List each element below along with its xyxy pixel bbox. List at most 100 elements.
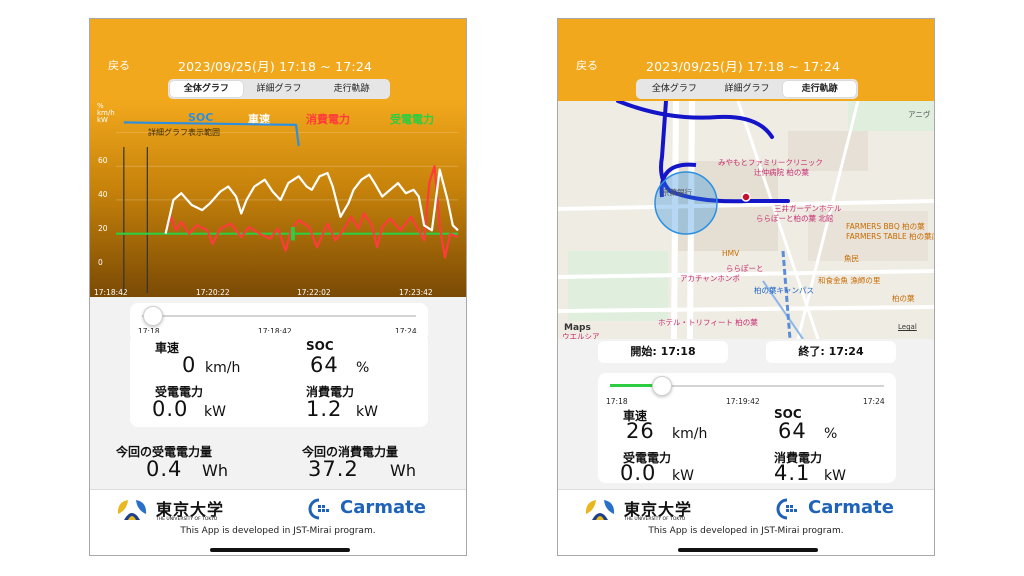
home-indicator bbox=[210, 548, 350, 552]
received-power-unit: kW bbox=[672, 468, 694, 484]
map-poi: ホテル・トリフィート 柏の葉 bbox=[658, 318, 758, 327]
tab-overall-graph[interactable]: 全体グラフ bbox=[170, 81, 243, 97]
received-power-label: 受電電力 bbox=[623, 451, 672, 465]
total-consumed-value: 37.2 bbox=[308, 457, 359, 481]
company-name: Carmate bbox=[808, 497, 894, 518]
soc-value: 64 bbox=[310, 353, 339, 377]
developer-note: This App is developed in JST-Mirai progr… bbox=[180, 526, 376, 536]
university-ginkgo-logo-icon bbox=[585, 500, 615, 520]
view-segmented-control: 全体グラフ 詳細グラフ 走行軌跡 bbox=[636, 79, 858, 99]
legend-speed: 車速 bbox=[248, 113, 270, 126]
legend-received-power: 受電電力 bbox=[390, 113, 434, 126]
consumed-power-label: 消費電力 bbox=[306, 385, 355, 399]
map-poi: 柏の葉キャンパス bbox=[754, 286, 814, 295]
slider-thumb[interactable] bbox=[142, 306, 163, 326]
total-consumed-label: 今回の消費電力量 bbox=[302, 445, 399, 459]
speed-value: 26 bbox=[626, 419, 655, 443]
map-poi: 京葉銀行 bbox=[662, 188, 692, 197]
tab-detail-graph[interactable]: 詳細グラフ bbox=[256, 84, 302, 94]
total-consumed-unit: Wh bbox=[390, 461, 416, 480]
map-poi: FARMERS BBQ 柏の葉 bbox=[846, 222, 925, 231]
start-time-pill: 開始: 17:18 bbox=[598, 341, 728, 363]
footer: 東京大学 THE UNIVERSITY OF TOKYO Carmate Thi… bbox=[90, 489, 466, 555]
slider-track[interactable] bbox=[610, 385, 884, 387]
series-line-speed bbox=[164, 168, 459, 234]
soc-unit: % bbox=[356, 360, 370, 376]
unit-label-percent: % bbox=[97, 102, 104, 110]
y-tick-label: 40 bbox=[98, 190, 108, 199]
y-tick-label: 60 bbox=[98, 156, 108, 165]
speed-value: 0 bbox=[182, 353, 197, 377]
live-stats-card: 車速 0 km/h SOC 64 % 受電電力 0.0 kW 消費電力 1.2 … bbox=[130, 333, 428, 427]
footer: 東京大学 THE UNIVERSITY OF TOKYO Carmate Thi… bbox=[558, 489, 934, 555]
home-indicator bbox=[678, 548, 818, 552]
slider-thumb[interactable] bbox=[652, 376, 673, 396]
x-tick-label: 17:22:02 bbox=[297, 288, 331, 297]
tab-detail-graph[interactable]: 詳細グラフ bbox=[724, 84, 770, 94]
received-power-value: 0.0 bbox=[152, 397, 189, 421]
carmate-logo-icon bbox=[308, 498, 329, 520]
map-poi: HMV bbox=[722, 249, 740, 258]
total-received-label: 今回の受電電力量 bbox=[116, 445, 213, 459]
back-button[interactable]: 戻る bbox=[576, 59, 598, 72]
app-header: 戻る 2023/09/25(月) 17:18 ~ 17:24 全体グラフ 詳細グ… bbox=[90, 19, 466, 101]
back-button[interactable]: 戻る bbox=[108, 59, 130, 72]
total-received-unit: Wh bbox=[202, 461, 228, 480]
soc-label: SOC bbox=[774, 407, 802, 421]
detail-range-label: 詳細グラフ表示範囲 bbox=[148, 128, 220, 137]
speed-label: 車速 bbox=[155, 341, 180, 355]
map-poi: ららぽーと柏の葉 北館 bbox=[756, 214, 834, 223]
tab-track[interactable]: 走行軌跡 bbox=[333, 84, 370, 94]
map-poi: 辻仲病院 柏の葉 bbox=[754, 168, 809, 177]
speed-label: 車速 bbox=[623, 409, 648, 423]
end-time-pill: 終了: 17:24 bbox=[766, 341, 896, 363]
map-poi: 魚民 bbox=[844, 254, 859, 263]
phone-screen-graph: 戻る 2023/09/25(月) 17:18 ~ 17:24 全体グラフ 詳細グ… bbox=[89, 18, 467, 556]
company-name: Carmate bbox=[340, 497, 426, 518]
legend-consumed-power: 消費電力 bbox=[306, 113, 350, 126]
university-sub: THE UNIVERSITY OF TOKYO bbox=[624, 517, 686, 522]
app-header: 戻る 2023/09/25(月) 17:18 ~ 17:24 全体グラフ 詳細グ… bbox=[558, 19, 934, 101]
date-range-title: 2023/09/25(月) 17:18 ~ 17:24 bbox=[178, 59, 373, 74]
current-position-marker bbox=[654, 171, 718, 235]
unit-label-kmh: km/h bbox=[97, 109, 115, 117]
map-poi: FARMERS TABLE 柏の葉店 bbox=[846, 232, 934, 241]
university-name: 東京大学 bbox=[156, 500, 225, 519]
slider-start-time: 17:18 bbox=[138, 327, 160, 336]
tab-track[interactable]: 走行軌跡 bbox=[783, 81, 857, 97]
y-tick-label: 0 bbox=[98, 258, 103, 267]
series-line-consumed bbox=[164, 165, 459, 259]
slider-current-time: 17:19:42 bbox=[726, 397, 760, 406]
tab-overall-graph[interactable]: 全体グラフ bbox=[651, 84, 697, 94]
x-tick-label: 17:23:42 bbox=[399, 288, 433, 297]
map-poi: アニヴ bbox=[908, 110, 931, 119]
consumed-power-value: 1.2 bbox=[306, 397, 343, 421]
received-power-marker bbox=[290, 226, 295, 241]
map-poi: 柏の葉 bbox=[892, 294, 915, 303]
apple-maps-brand: Maps bbox=[564, 323, 591, 333]
university-name: 東京大学 bbox=[624, 500, 693, 519]
map-poi: ららぽーと bbox=[726, 264, 764, 273]
view-segmented-control: 全体グラフ 詳細グラフ 走行軌跡 bbox=[168, 79, 390, 99]
developer-note: This App is developed in JST-Mirai progr… bbox=[648, 526, 844, 536]
slider-progress bbox=[610, 384, 663, 387]
map-poi: ウエルシア bbox=[562, 332, 600, 339]
slider-track[interactable] bbox=[142, 315, 416, 317]
x-tick-label: 17:18:42 bbox=[94, 288, 128, 297]
consumed-power-unit: kW bbox=[356, 404, 378, 420]
soc-value: 64 bbox=[778, 419, 807, 443]
slider-current-time: 17:18:42 bbox=[258, 327, 292, 336]
slider-end-time: 17:24 bbox=[863, 397, 885, 406]
received-power-unit: kW bbox=[204, 404, 226, 420]
map-poi: みやもとファミリークリニック bbox=[718, 158, 823, 167]
university-sub: THE UNIVERSITY OF TOKYO bbox=[156, 517, 218, 522]
speed-unit: km/h bbox=[205, 360, 241, 376]
overall-chart[interactable]: % km/h kW SOC 車速 消費電力 受電電力 詳細グラフ表示範囲 60 … bbox=[90, 101, 466, 297]
soc-label: SOC bbox=[306, 339, 334, 353]
soc-unit: % bbox=[824, 426, 838, 442]
consumed-power-unit: kW bbox=[824, 468, 846, 484]
x-tick-label: 17:20:22 bbox=[196, 288, 230, 297]
map-legal-link[interactable]: Legal bbox=[898, 323, 917, 331]
route-map[interactable]: みやもとファミリークリニック 辻仲病院 柏の葉 京葉銀行 三井ガーデンホテル ら… bbox=[558, 101, 934, 339]
y-tick-label: 20 bbox=[98, 224, 108, 233]
